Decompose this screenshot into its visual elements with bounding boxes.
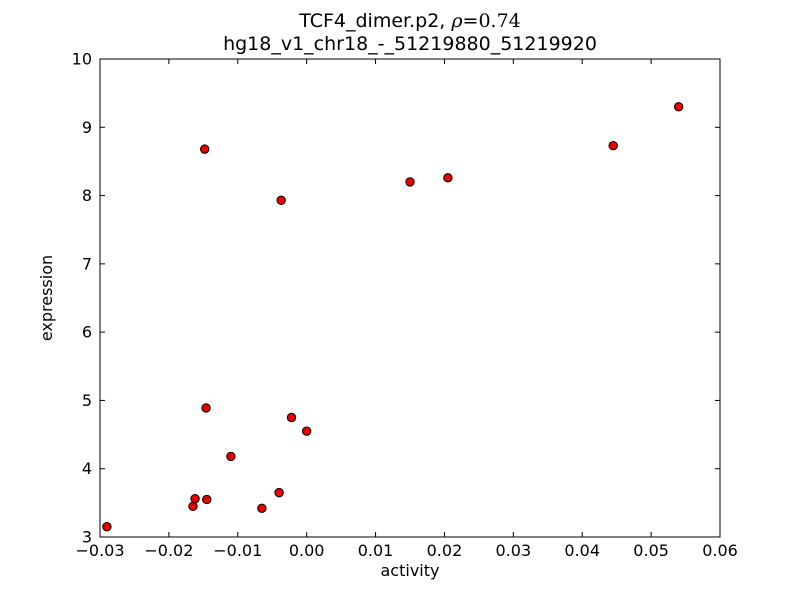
data-point <box>286 412 297 423</box>
x-tick-label: 0.01 <box>358 541 394 560</box>
y-tick-label: 8 <box>82 186 92 205</box>
data-point <box>202 494 212 505</box>
data-point <box>201 403 211 413</box>
plot-border <box>99 58 721 538</box>
chart-title-line1: TCF4_dimer.p2, ρ=0.74 <box>298 10 521 32</box>
y-axis-label: expression <box>37 255 56 341</box>
x-tick-label: 0.06 <box>702 541 738 560</box>
x-tick-label: 0.05 <box>633 541 669 560</box>
data-point <box>200 144 210 154</box>
data-point <box>443 173 453 183</box>
data-point <box>226 451 236 462</box>
x-tick-label: −0.03 <box>75 541 124 560</box>
x-tick-label: 0.04 <box>564 541 600 560</box>
data-point <box>608 141 618 151</box>
data-point <box>274 487 284 498</box>
data-point <box>673 102 684 112</box>
data-point <box>102 522 112 532</box>
chart-title-rho-symbol: ρ <box>450 10 463 32</box>
y-tick-label: 3 <box>82 528 92 547</box>
y-tick-label: 4 <box>82 459 92 478</box>
y-tick-label: 10 <box>72 50 92 69</box>
y-tick-label: 5 <box>82 391 92 410</box>
chart-title-prefix: TCF4_dimer.p2, <box>298 10 451 32</box>
chart-title-rho-value: =0.74 <box>463 10 521 32</box>
y-tick-label: 6 <box>82 323 92 342</box>
x-tick-label: −0.02 <box>144 541 193 560</box>
chart-title-line2: hg18_v1_chr18_-_51219880_51219920 <box>223 33 597 55</box>
data-point <box>301 426 312 436</box>
plot-layer: −0.03 −0.02 −0.01 0.00 0.01 0.02 0.03 0.04 0.05 0… <box>72 50 738 561</box>
data-point <box>190 494 200 504</box>
x-tick-label: 0.02 <box>427 541 463 560</box>
data-point <box>405 177 415 187</box>
x-axis-label: activity <box>381 561 440 580</box>
x-tick-label: 0.03 <box>496 541 532 560</box>
x-tick-label: −0.01 <box>213 541 262 560</box>
y-tick-label: 9 <box>82 118 92 137</box>
y-tick-label: 7 <box>82 254 92 273</box>
x-tick-label: 0.00 <box>289 541 325 560</box>
data-point <box>276 195 286 206</box>
data-point <box>257 503 267 514</box>
